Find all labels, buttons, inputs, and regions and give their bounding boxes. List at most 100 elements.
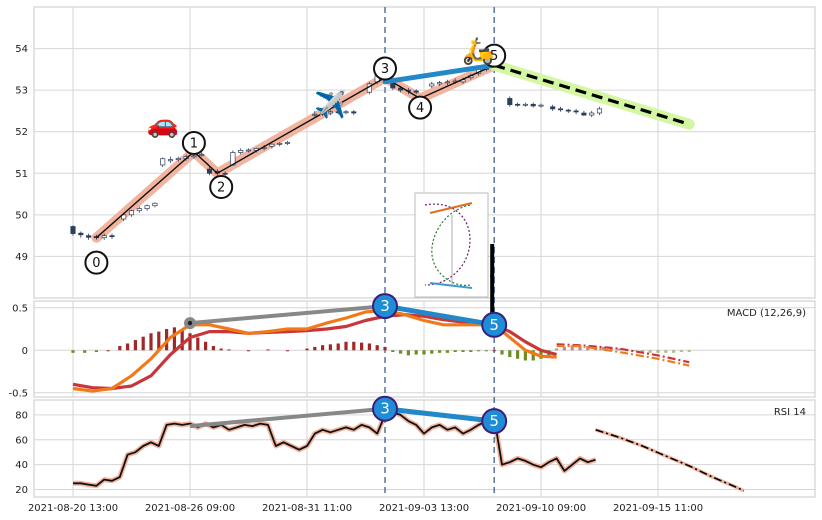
macd-histogram-bar [508,350,512,358]
rsi-y-tick-label: 20 [15,485,28,496]
macd-histogram-bar [438,350,442,353]
macd-histogram-bar [633,350,637,352]
macd-histogram-bar [94,350,98,352]
macd-histogram-bar [149,333,153,351]
macd-histogram-bar [336,343,340,351]
x-tick-label: 2021-09-03 13:00 [379,503,469,514]
candle-body [398,87,404,91]
emoji-2: 🛵 [462,37,494,67]
wave-label-3: 3 [373,56,397,81]
wave-label-circle [209,175,234,200]
candle-body [245,149,252,152]
candle-body [343,111,349,114]
candle-body [351,111,357,114]
macd-bubble-3: 3 [372,293,398,320]
wave-label-text: 2 [217,181,225,196]
macd-signal-projection [556,343,690,364]
price-y-tick-label: 52 [15,127,28,138]
price-y-tick-label: 50 [15,210,28,221]
macd-histogram-bar [219,348,223,351]
candle-body [284,142,291,144]
price-y-tick-label: 54 [15,44,28,55]
macd-histogram-bar [516,350,520,359]
macd-projection [556,344,690,367]
wave-label-circle [482,43,507,68]
wave-label-4: 4 [408,95,433,120]
candle-body [152,202,158,207]
inset-curve-purple [424,203,471,286]
macd-histogram-bar [422,350,426,355]
macd-panel-label: MACD (12,26,9) [727,308,806,319]
rsi-y-tick-label: 80 [15,410,28,421]
macd-histogram-bar [672,350,676,353]
candle-body [565,109,571,112]
candle-body [573,110,579,113]
emoji-1: ✈️ [314,89,346,121]
macd-histogram-bar [313,346,317,351]
macd-histogram-bar [360,342,364,351]
macd-histogram-bar [656,350,660,353]
macd-histogram-bar [601,346,605,351]
candle-body [86,235,92,238]
macd-histogram-bar [133,340,137,351]
macd-histogram-bar [321,345,325,351]
projection-band [488,59,695,130]
rsi-blue-link [384,406,495,424]
wave-label-text: 1 [190,136,198,151]
candle-body [128,210,135,216]
macd-histogram-bar [469,350,473,352]
macd-histogram-bar [227,349,231,351]
macd-histogram-bar [188,333,192,351]
macd-histogram-bar [375,345,379,351]
wave-label-text: 5 [490,49,498,64]
macd-bubble-text: 5 [489,316,499,334]
candle-body [581,112,587,116]
emoji-0: 🚗 [147,109,179,139]
macd-histogram-bar [453,350,457,352]
wave-label-circle [84,250,109,275]
candle-body [444,81,450,84]
macd-histogram-bar [570,345,574,351]
trend-segment [382,62,497,85]
candle-body [191,155,197,158]
candle-body [136,208,142,212]
x-tick-label: 2021-09-15 11:00 [613,503,703,514]
candle-body [413,90,419,93]
macd-histogram-bar [211,346,215,351]
rsi-gray-link [189,406,386,429]
price-y-tick-label: 49 [15,252,28,263]
inset-curve-green [431,204,471,286]
candle-body [538,104,544,107]
macd-histogram-bar [246,350,251,352]
macd-histogram-bar [328,344,332,351]
macd-histogram-bar [586,346,590,351]
price-y-tick-label: 53 [15,86,28,97]
rsi-bubble-circle [481,408,508,435]
wave-label-text: 4 [416,101,424,116]
macd-histogram-bar [578,345,582,351]
candle-body [335,111,341,114]
candle-body [70,226,76,234]
macd-bubble-circle [481,311,508,338]
candle-body [515,103,521,106]
price-y-tick-label: 51 [15,169,28,180]
x-tick-label: 2021-09-10 09:00 [496,503,586,514]
rsi-panel-label: RSI 14 [774,407,806,418]
rsi-y-tick-label: 60 [15,435,28,446]
macd-blue-link [384,303,495,328]
mini-pattern-inset [414,192,489,298]
rsi-y-tick-label: 40 [15,460,28,471]
x-tick-label: 2021-08-26 09:00 [145,503,235,514]
candle-body [437,82,443,85]
macd-histogram-bar [679,350,683,352]
rsi-bubble-text: 5 [489,412,499,430]
macd-histogram-bar [196,337,200,351]
inset-top-band [429,202,473,214]
rsi-bubble-circle [372,395,398,422]
candle-body [101,235,107,239]
macd-histogram-bar [399,350,403,354]
macd-histogram-bar [523,350,527,361]
rsi-projection [595,429,745,492]
candle-body [550,106,556,110]
